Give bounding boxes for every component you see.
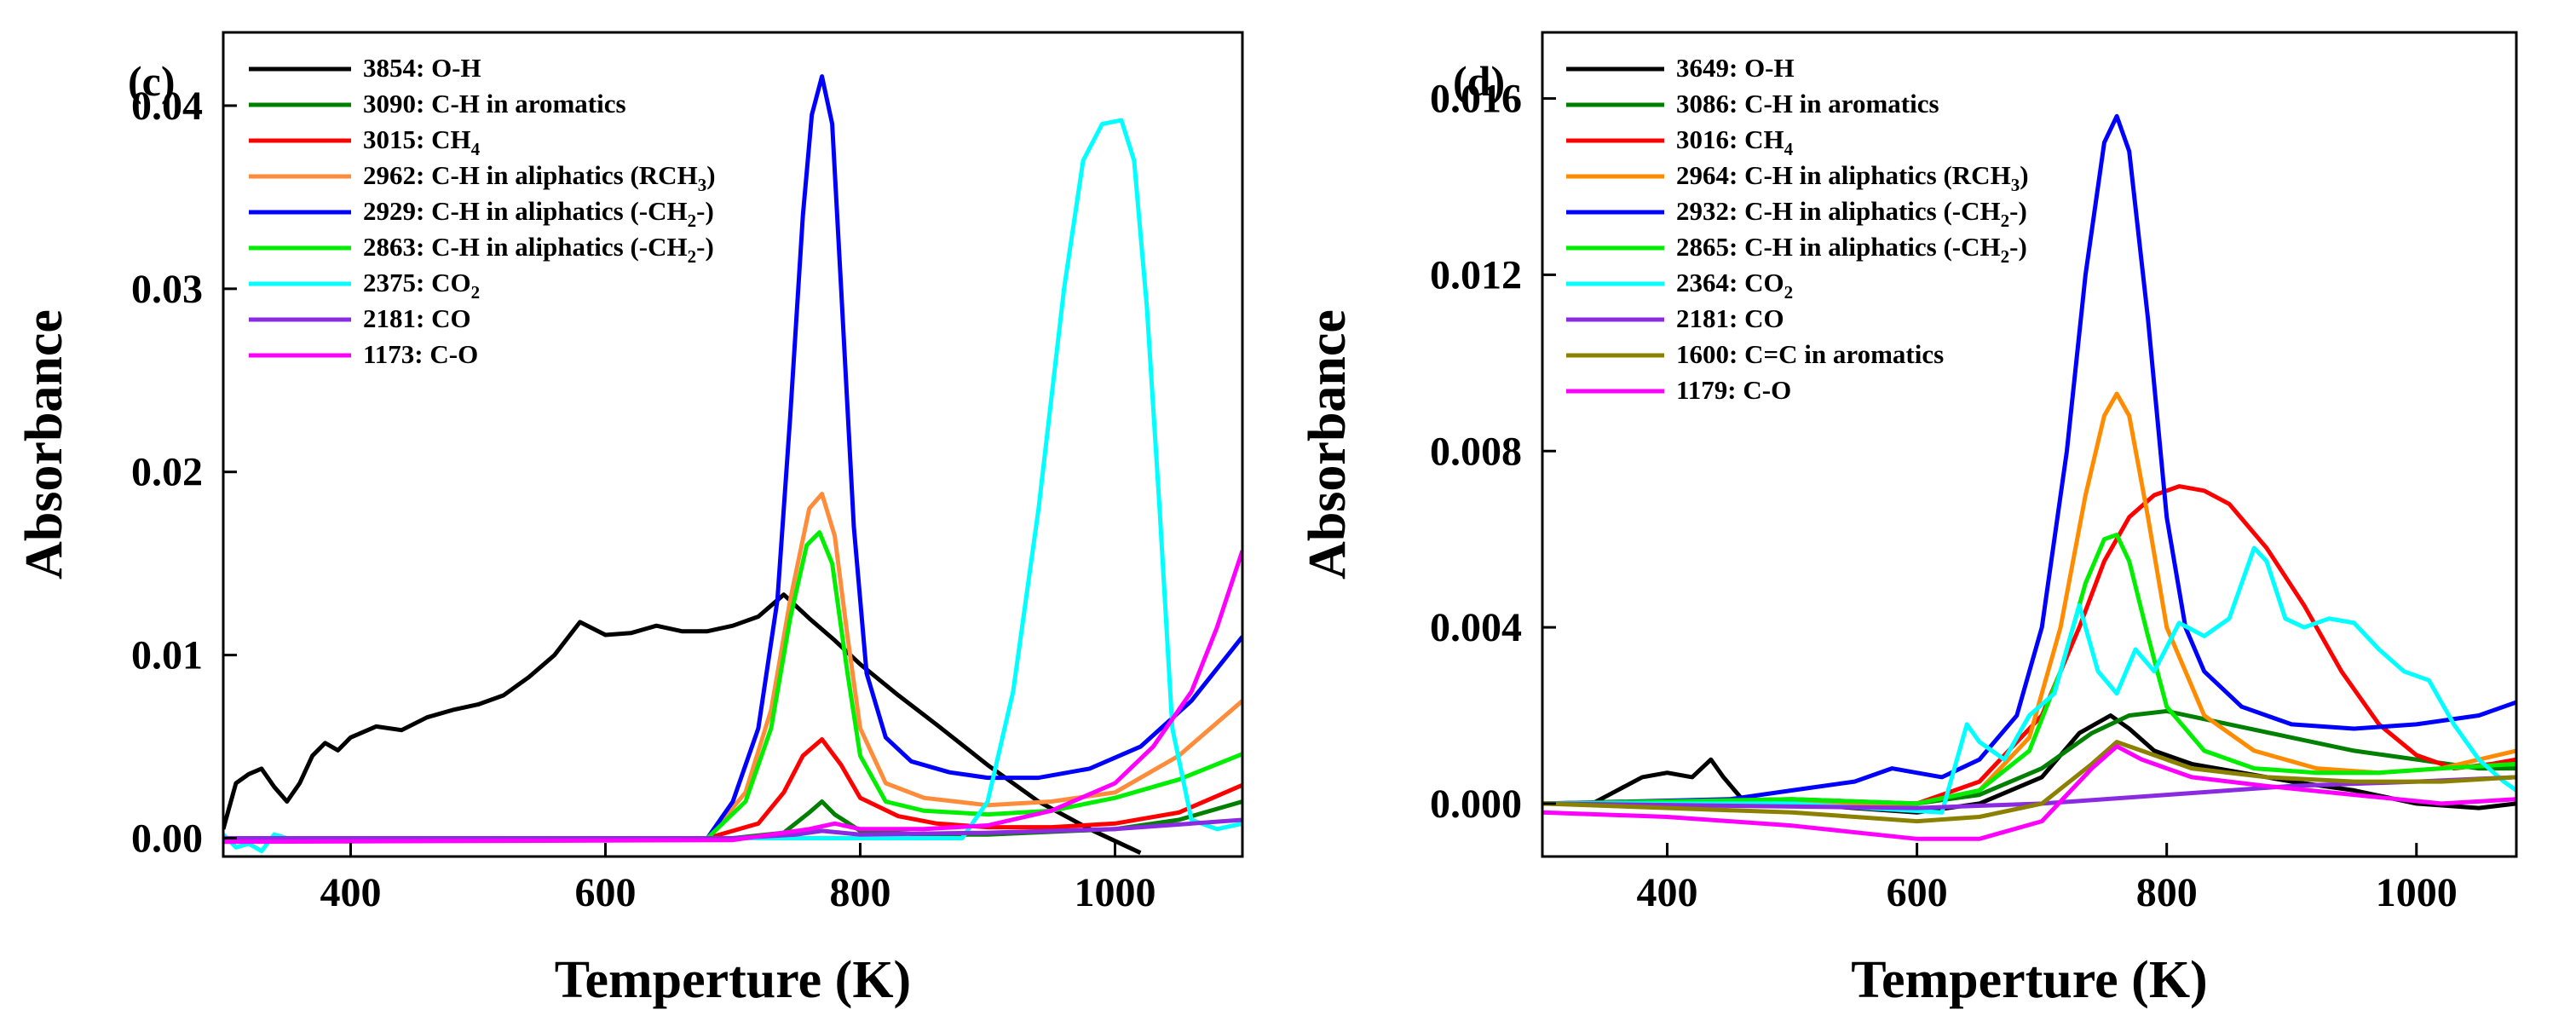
series-line-6 (223, 118, 1242, 854)
y-tick-label: 0.04 (131, 84, 203, 129)
y-tick-label: 0.02 (131, 450, 203, 495)
y-tick-label: 0.00 (131, 816, 203, 862)
y-tick-label: 0.000 (1430, 782, 1522, 827)
y-tick-label: 0.03 (131, 267, 203, 312)
series-line-0 (223, 592, 1142, 855)
series-line-1 (1542, 708, 2516, 806)
x-tick-label: 800 (830, 870, 891, 915)
plot-frame (1541, 31, 2518, 858)
legend-entry: 2181: CO (363, 303, 471, 333)
series-line-5 (223, 530, 1242, 840)
series-line-3 (223, 492, 1242, 840)
legend-entry: 2865: C-H in aliphatics (-CH2-) (1676, 232, 2027, 267)
legend-entry: 3015: CH4 (363, 124, 481, 159)
series-line-3 (1542, 391, 2516, 806)
legend-entry: 2181: CO (1676, 303, 1784, 333)
legend-entry: 2375: CO2 (363, 268, 480, 303)
legend-entry: 2962: C-H in aliphatics (RCH3) (363, 160, 716, 195)
x-tick-label: 1000 (2376, 870, 2458, 915)
y-axis-label: Absorbance (1299, 309, 1357, 580)
series-line-8 (223, 550, 1242, 845)
legend: 3649: O-H 3086: C-H in aromatics 3016: CH4… (1566, 53, 2029, 405)
x-tick-label: 400 (1637, 870, 1698, 915)
series-line-8 (1542, 740, 2516, 824)
x-axis-label: Temperture (K) (1851, 951, 2207, 1009)
series-line-9 (1542, 744, 2516, 841)
legend-entry: 2929: C-H in aliphatics (-CH2-) (363, 196, 714, 231)
series-line-2 (223, 737, 1242, 840)
panel-label: (d) (1453, 57, 1505, 105)
y-tick-label: 0.012 (1430, 252, 1522, 297)
x-axis-label: Temperture (K) (555, 951, 911, 1009)
series-line-0 (1542, 713, 2516, 815)
legend-entry: 3854: O-H (363, 53, 481, 83)
x-tick-label: 1000 (1075, 870, 1156, 915)
y-tick-label: 0.004 (1430, 605, 1522, 650)
series-line-4 (223, 74, 1242, 840)
legend: 3854: O-H 3090: C-H in aromatics 3015: CH4… (249, 53, 716, 369)
x-tick-label: 600 (1887, 870, 1948, 915)
panel-label: (c) (128, 57, 176, 105)
panel-d: 400 600 800 1000 0.000 0.004 0.008 0.012 0.016 Te… (1299, 31, 2518, 1009)
legend-entry: 2863: C-H in aliphatics (-CH2-) (363, 232, 714, 267)
legend-entry: 3086: C-H in aromatics (1676, 89, 1939, 118)
series-group (1542, 113, 2516, 841)
y-tick-label: 0.01 (131, 633, 203, 678)
legend-entry: 2964: C-H in aliphatics (RCH3) (1676, 160, 2029, 195)
y-tick-label: 0.008 (1430, 429, 1522, 474)
legend-entry: 1173: C-O (363, 339, 478, 369)
series-line-5 (1542, 533, 2516, 806)
legend-entry: 3649: O-H (1676, 53, 1795, 83)
panel-c: 400 600 800 1000 0.00 0.01 0.02 0.03 0.04 Tempert… (15, 31, 1244, 1009)
y-tick-label: 0.016 (1430, 77, 1522, 122)
x-tick-label: 400 (320, 870, 382, 915)
legend-entry: 3016: CH4 (1676, 124, 1794, 159)
series-line-4 (1542, 113, 2516, 806)
x-tick-label: 800 (2136, 870, 2198, 915)
legend-entry: 3090: C-H in aromatics (363, 89, 626, 118)
legend-entry: 2364: CO2 (1676, 268, 1793, 303)
series-line-6 (1542, 545, 2516, 815)
legend-entry: 1600: C=C in aromatics (1676, 339, 1944, 369)
plot-frame (222, 31, 1244, 858)
series-line-2 (1542, 484, 2516, 806)
legend-entry: 2932: C-H in aliphatics (-CH2-) (1676, 196, 2027, 231)
x-tick-label: 600 (575, 870, 637, 915)
y-axis-label: Absorbance (15, 309, 73, 580)
series-group (223, 74, 1242, 855)
legend-entry: 1179: C-O (1676, 375, 1791, 405)
